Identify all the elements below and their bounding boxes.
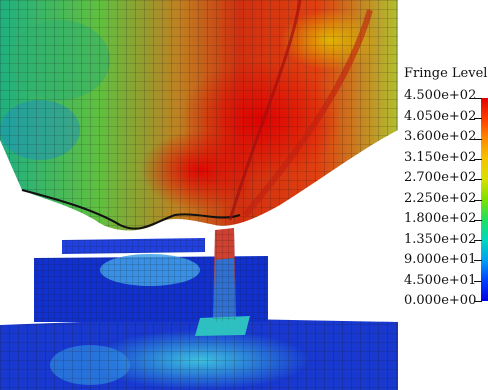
legend-color-bar [481,98,488,301]
legend-level-label: 4.500e+01 [404,272,477,288]
legend-level-label: 2.700e+02 [404,170,477,185]
legend-tick [474,301,482,302]
legend-level-label: 4.050e+02 [404,108,477,124]
legend-tick [474,260,482,262]
fringe-legend: Fringe Levels 4.500e+02 4.050e+02 3.600e… [398,66,488,316]
legend-title: Fringe Levels [404,66,488,81]
legend-tick [474,240,482,242]
legend-level-label: 2.250e+02 [404,190,477,206]
legend-tick [474,280,482,282]
base-block [0,318,398,390]
deformed-shell [0,0,398,231]
legend-tick [474,199,482,201]
legend-tick [474,179,482,181]
legend-level-label: 1.800e+02 [404,211,477,226]
legend-level-label: 3.600e+02 [404,129,477,144]
support-block [34,238,268,322]
legend-level-label: 9.000e+01 [404,252,477,267]
legend-level-label: 3.150e+02 [404,149,477,165]
legend-tick [474,118,482,120]
legend-level-label: 4.500e+02 [404,88,477,103]
legend-tick [474,138,482,140]
fea-render [0,0,398,390]
legend-tick [474,219,482,221]
legend-level-label: 0.000e+00 [404,293,477,308]
legend-tick [474,158,482,160]
legend-level-label: 1.350e+02 [404,231,477,247]
bolt-column [195,228,250,336]
legend-tick [474,98,482,99]
